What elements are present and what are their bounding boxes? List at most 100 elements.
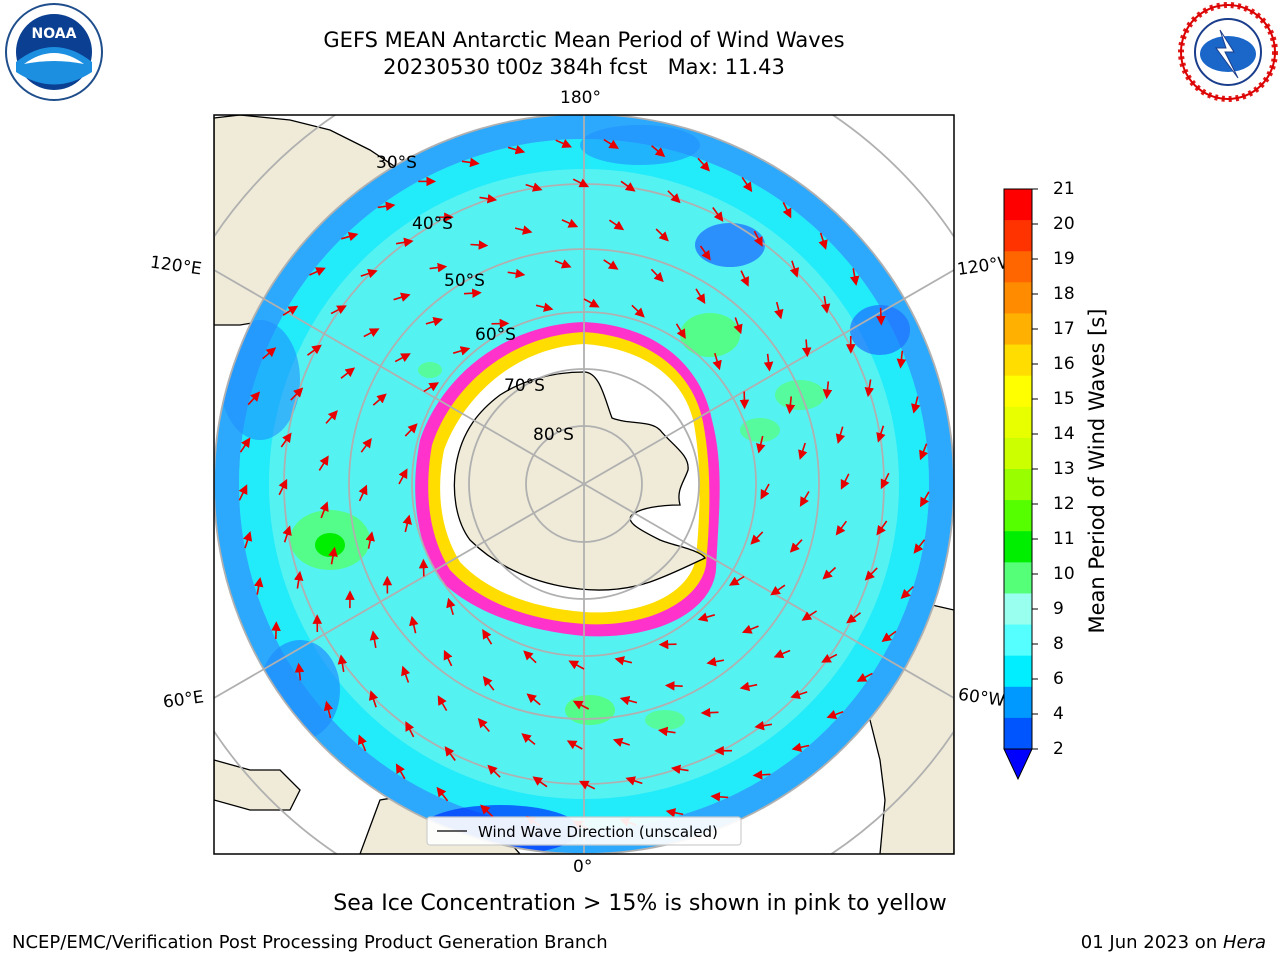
wave-direction-arrow <box>675 323 686 339</box>
wave-direction-arrow <box>826 709 844 719</box>
wind-wave-arrows <box>238 138 930 830</box>
footer-host: Hera <box>1222 932 1266 953</box>
wave-direction-arrow <box>357 734 367 752</box>
colorbar-tick-label: 15 <box>1053 389 1075 409</box>
colorbar-tick-label: 21 <box>1053 179 1075 199</box>
wave-direction-arrow <box>247 391 261 406</box>
wave-direction-arrow <box>741 176 753 193</box>
colorbar-band <box>1004 686 1032 719</box>
wave-direction-arrow <box>864 379 875 398</box>
wave-direction-arrow <box>773 649 791 659</box>
wave-direction-arrow <box>532 776 548 788</box>
wave-direction-arrow <box>881 630 897 642</box>
wave-direction-arrow <box>756 435 766 454</box>
wave-direction-arrow <box>470 240 489 250</box>
wave-direction-arrow <box>402 514 412 533</box>
lat-label-40s: 40°S <box>412 214 453 234</box>
colorbar-band <box>1004 344 1032 377</box>
colorbar-extend-triangle <box>1003 748 1033 781</box>
wave-direction-arrow <box>358 484 368 502</box>
map-legend: Wind Wave Direction (unscaled) <box>426 816 742 846</box>
wave-direction-arrow <box>760 483 770 500</box>
wave-direction-arrow <box>608 219 625 231</box>
wave-direction-arrow <box>337 654 348 673</box>
colorbar-band <box>1004 655 1032 688</box>
wave-direction-arrow <box>365 531 375 549</box>
wave-direction-arrow <box>429 262 448 273</box>
wave-direction-arrow <box>578 780 596 790</box>
colorbar-tick-label: 10 <box>1053 564 1075 584</box>
colorbar-band <box>1004 406 1032 439</box>
wave-direction-arrow <box>437 695 448 712</box>
wave-direction-arrow <box>840 473 850 490</box>
colorbar-band <box>1004 313 1032 346</box>
wave-direction-arrow <box>631 304 645 318</box>
wave-direction-arrow <box>710 792 729 802</box>
noaa-logo-text: NOAA <box>32 26 77 42</box>
wave-direction-arrow <box>790 689 808 700</box>
lat-label-70s: 70°S <box>504 376 545 396</box>
wave-direction-arrow <box>555 139 572 148</box>
wave-direction-arrow <box>425 317 444 327</box>
wave-direction-arrow <box>619 695 638 706</box>
colorbar-band <box>1004 437 1032 470</box>
wave-direction-arrow <box>876 307 886 326</box>
wave-direction-arrow <box>856 672 873 682</box>
wave-direction-arrow <box>774 301 784 320</box>
wave-direction-arrow <box>740 270 749 287</box>
colorbar-band <box>1004 562 1032 594</box>
wave-direction-arrow <box>561 218 579 228</box>
wave-direction-arrow <box>849 268 860 286</box>
wave-direction-arrow <box>507 268 526 279</box>
colorbar-tick-label: 4 <box>1053 704 1064 724</box>
wave-direction-arrow <box>278 478 288 496</box>
map-title: GEFS MEAN Antarctic Mean Period of Wind … <box>323 28 845 52</box>
colorbar-band <box>1004 282 1032 314</box>
wave-direction-arrow <box>395 763 406 780</box>
wave-direction-arrow <box>770 584 786 596</box>
wave-direction-arrow <box>822 381 833 400</box>
wave-direction-arrow <box>368 690 379 708</box>
colorbar-band <box>1004 531 1032 563</box>
wave-direction-arrow <box>523 650 537 664</box>
wave-direction-arrow <box>507 145 526 155</box>
colorbar-band <box>1004 500 1032 532</box>
colorbar-tick-label: 9 <box>1053 599 1064 619</box>
wave-direction-arrow <box>753 230 763 247</box>
wave-direction-arrow <box>572 700 590 710</box>
colorbar-band <box>1004 220 1032 252</box>
wave-direction-arrow <box>741 624 759 634</box>
legend-label: Wind Wave Direction (unscaled) <box>478 823 718 841</box>
wave-direction-arrow <box>782 202 792 219</box>
lon-label-0: 0° <box>573 857 593 877</box>
wave-direction-arrow <box>480 804 494 818</box>
wave-direction-arrow <box>477 717 490 733</box>
wave-direction-arrow <box>452 346 471 356</box>
wave-direction-arrow <box>614 656 633 666</box>
wave-direction-arrow <box>822 566 837 580</box>
colorbar-band <box>1004 469 1032 501</box>
wave-direction-arrow <box>706 656 725 667</box>
wave-direction-arrow <box>341 231 359 242</box>
wave-direction-arrow <box>620 180 636 192</box>
wave-direction-arrow <box>729 575 745 586</box>
wave-direction-arrow <box>789 539 803 553</box>
wave-direction-arrow <box>911 396 921 414</box>
wave-direction-arrow <box>789 260 800 278</box>
wave-direction-arrow <box>650 268 664 283</box>
wave-direction-arrow <box>325 410 338 424</box>
wave-direction-arrow <box>712 352 722 371</box>
wave-direction-arrow <box>763 353 774 372</box>
wave-direction-arrow <box>372 393 387 406</box>
wave-direction-arrow <box>896 350 907 369</box>
colorbar-band <box>1004 717 1032 750</box>
colorbar <box>1003 188 1038 781</box>
lat-label-80s: 80°S <box>533 425 574 445</box>
noaa-logo: NOAA <box>4 2 104 102</box>
colorbar-tick-label: 17 <box>1053 319 1075 339</box>
wave-direction-arrow <box>572 178 590 188</box>
wave-direction-arrow <box>401 665 411 683</box>
lon-label-180: 180° <box>560 88 601 108</box>
wave-direction-arrow <box>670 764 689 775</box>
wave-direction-arrow <box>697 612 716 622</box>
